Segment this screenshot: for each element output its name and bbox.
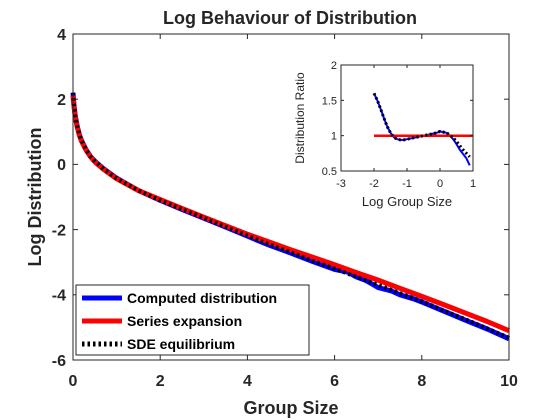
inset-x-axis-label: Log Group Size [362, 194, 452, 209]
inset-plot: -3 -2 -1 0 1 0.5 1 1.5 2 [322, 60, 476, 190]
legend: Computed distribution Series expansion S… [75, 284, 310, 356]
x-axis-label: Group Size [243, 398, 338, 418]
main-axes-box [72, 33, 510, 361]
inset-x-tick-label: -2 [369, 178, 379, 190]
main-x-tick-label: 10 [500, 373, 518, 390]
inset-plot-area [341, 65, 473, 171]
inset-y-axis-label: Distribution Ratio [293, 72, 307, 164]
inset-series-group [372, 92, 473, 166]
main-y-tick-label: -2 [52, 222, 66, 239]
main-y-tick-label: -6 [52, 353, 66, 370]
inset-y-tick-label: 0.5 [322, 166, 337, 178]
inset-y-tick-label: 1 [331, 131, 337, 143]
main-series-group [70, 92, 511, 342]
main-y-tick-label: 4 [57, 27, 66, 44]
inset-ticks-group: -3 -2 -1 0 1 0.5 1 1.5 2 [322, 60, 476, 190]
main-series-line-series-expansion [70, 95, 510, 334]
inset-y-tick-label: 2 [331, 60, 337, 72]
inset-series-line-series-2 [372, 92, 471, 158]
main-x-tick-label: 2 [156, 373, 165, 390]
main-y-tick-label: -4 [52, 288, 66, 305]
main-x-tick-label: 4 [243, 373, 252, 390]
main-x-tick-label: 8 [417, 373, 426, 390]
legend-label-sde: SDE equilibrium [127, 336, 235, 352]
main-y-tick-label: 0 [57, 157, 66, 174]
main-x-tick-label: 6 [330, 373, 339, 390]
legend-label-series: Series expansion [127, 313, 242, 329]
inset-x-tick-label: -1 [402, 178, 412, 190]
inset-x-tick-label: 0 [437, 178, 443, 190]
main-x-tick-label: 0 [69, 373, 78, 390]
inset-x-tick-label: 1 [470, 178, 476, 190]
y-axis-label: Log Distribution [25, 128, 45, 267]
inset-x-tick-label: -3 [336, 178, 346, 190]
chart-title: Log Behaviour of Distribution [163, 8, 417, 28]
legend-label-computed: Computed distribution [127, 290, 277, 306]
main-y-tick-label: 2 [57, 92, 66, 109]
inset-y-tick-label: 1.5 [322, 95, 337, 107]
